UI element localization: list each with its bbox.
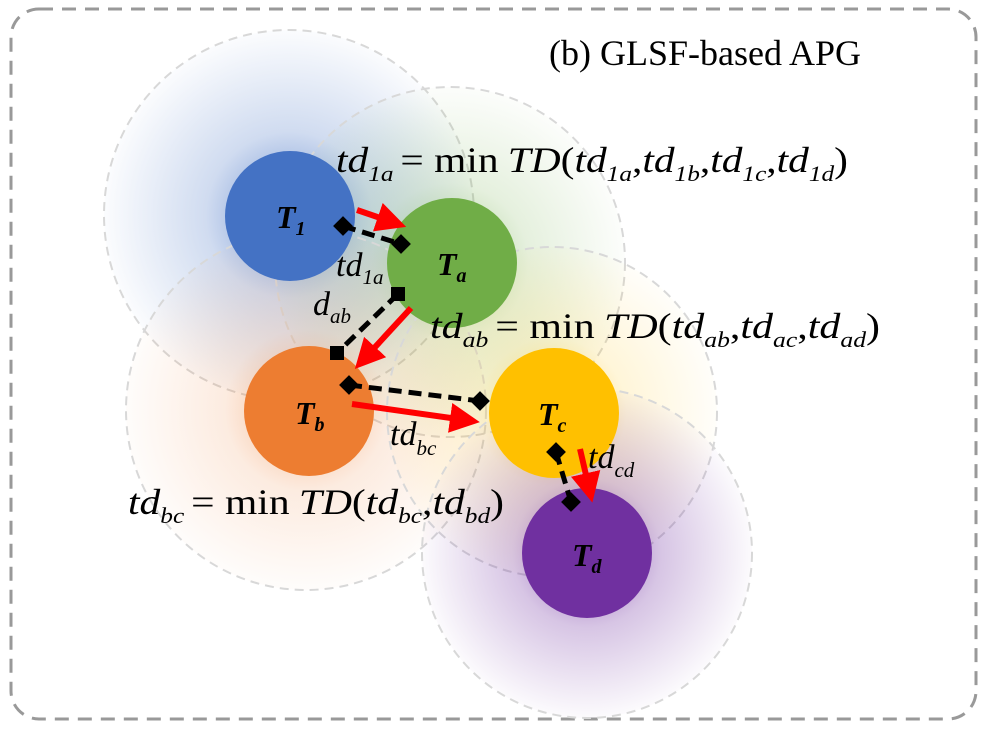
link-t1-ta — [342, 223, 402, 247]
link-ta-tb — [335, 292, 400, 355]
dashed-links — [335, 223, 574, 503]
edge-label-tdbc: tdbc — [390, 416, 437, 460]
node-label-t1: T1 — [276, 199, 306, 240]
edge-label-tdcd: tdcd — [588, 439, 635, 482]
node-label-tb: Tb — [295, 395, 325, 436]
endpoint — [391, 287, 405, 301]
arrow-ta-tb — [354, 305, 414, 370]
endpoint — [339, 375, 359, 395]
node-tb — [244, 346, 374, 476]
node-ta — [387, 198, 517, 328]
node-tc — [489, 348, 619, 478]
edge-label-dab: dab — [313, 286, 351, 328]
nodes — [225, 151, 652, 618]
endpoint — [333, 216, 353, 236]
link-tc-td — [553, 451, 574, 503]
node-td — [522, 488, 652, 618]
arrow-tc-td — [571, 448, 601, 503]
formula-td1a: td 1a = min TD (td 1a,td 1b,td 1c,td 1d) — [336, 140, 848, 186]
node-label-td: Td — [572, 537, 603, 578]
node-label-tc: Tc — [538, 396, 567, 437]
endpoint — [330, 346, 344, 360]
formula-tdbc: td bc = min TD (td bc,td bd) — [128, 482, 504, 528]
endpoint — [391, 234, 411, 254]
diagram-frame — [9, 7, 978, 721]
formula-tdab: td ab = min TD (td ab ,td ac,td ad) — [430, 306, 880, 352]
node-t1 — [225, 151, 355, 281]
path-arrows — [351, 202, 601, 503]
arrow-t1-ta — [356, 202, 407, 232]
arrow-tb-tc — [351, 401, 480, 433]
link-tb-tc — [348, 382, 481, 404]
node-label-ta: Ta — [437, 246, 467, 287]
diagram-title: (b) GLSF-based APG — [549, 33, 861, 73]
coverage-halos — [103, 29, 753, 719]
edge-label-td1a: td1a — [336, 247, 383, 289]
